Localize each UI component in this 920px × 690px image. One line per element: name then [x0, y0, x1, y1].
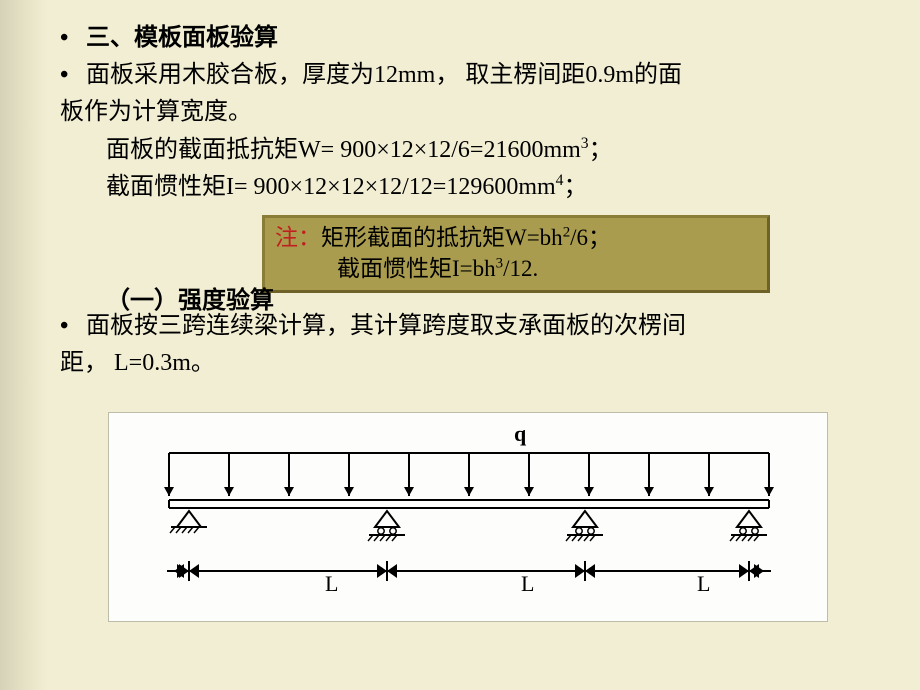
note-line2: 截面惯性矩I=bh3/12. — [275, 253, 757, 284]
note-lead: 注： — [275, 225, 321, 250]
heading-text: 三、模板面板验算 — [86, 20, 278, 57]
para2-l2a: 截面惯性矩 — [106, 174, 226, 200]
note-l1b: W=bh — [505, 225, 563, 250]
para3-l2c: 。 — [191, 350, 215, 376]
para3-l1: 面板按三跨连续梁计算，其计算跨度取支承面板的次楞间 — [86, 308, 686, 345]
para3-l2a: 距， — [60, 350, 108, 376]
beam-diagram: q L L L — [108, 412, 828, 622]
para2-line2: 截面惯性矩I= 900×12×12×12/12=129600mm4； — [60, 169, 890, 206]
para1-l2: 板作为计算宽度。 — [60, 99, 252, 125]
q-label: q — [514, 421, 526, 447]
para1-l1d: 0.9m — [585, 62, 634, 88]
para2-l1c: ； — [589, 137, 613, 163]
beam-svg — [109, 413, 829, 623]
para2-l1b: W= 900×12×12/6=21600mm — [298, 137, 581, 163]
para2-l1sup: 3 — [581, 135, 589, 152]
heading-row: • 三、模板面板验算 — [60, 20, 890, 57]
para1-bullet: • — [60, 57, 86, 94]
sidebar-gradient — [0, 0, 48, 690]
para1-l1e: 的面 — [634, 62, 682, 88]
para3-line1: • 面板按三跨连续梁计算，其计算跨度取支承面板的次楞间 — [60, 308, 890, 345]
heading-bullet: • — [60, 20, 86, 57]
note-l1a: 矩形截面的抵抗矩 — [321, 225, 505, 250]
para1-line2: 板作为计算宽度。 — [60, 94, 890, 131]
note-box: 注：矩形截面的抵抗矩W=bh2/6； 截面惯性矩I=bh3/12. — [262, 215, 770, 293]
note-l2c: /12. — [503, 256, 538, 281]
para3-l2b: L=0.3m — [108, 350, 191, 376]
para2-l2c: ； — [563, 174, 587, 200]
note-l2a: 截面惯性矩 — [337, 256, 452, 281]
span-label: L — [325, 571, 338, 597]
para1-l1b: 12mm — [374, 62, 435, 88]
note-l1d: ； — [588, 225, 611, 250]
para2-l2b: I= 900×12×12×12/12=129600mm — [226, 174, 556, 200]
note-line1: 注：矩形截面的抵抗矩W=bh2/6； — [275, 222, 757, 253]
span-label: L — [521, 571, 534, 597]
span-label: L — [697, 571, 710, 597]
para1-l1c: ， 取主楞间距 — [435, 62, 585, 88]
note-l2sup: 3 — [496, 255, 503, 271]
slide-content: • 三、模板面板验算 • 面板采用木胶合板，厚度为12mm， 取主楞间距0.9m… — [60, 20, 890, 206]
para2-line1: 面板的截面抵抗矩W= 900×12×12/6=21600mm3； — [60, 132, 890, 169]
note-l1c: /6 — [570, 225, 588, 250]
para2-l1a: 面板的截面抵抗矩 — [106, 137, 298, 163]
note-l2b: I=bh — [452, 256, 496, 281]
para3-line2: 距， L=0.3m。 — [60, 345, 890, 382]
para3: • 面板按三跨连续梁计算，其计算跨度取支承面板的次楞间 距， L=0.3m。 — [60, 308, 890, 382]
para3-bullet: • — [60, 308, 86, 345]
para1-l1a: 面板采用木胶合板，厚度为 — [86, 62, 374, 88]
para1-l1: 面板采用木胶合板，厚度为12mm， 取主楞间距0.9m的面 — [86, 57, 682, 94]
para1-line1: • 面板采用木胶合板，厚度为12mm， 取主楞间距0.9m的面 — [60, 57, 890, 94]
